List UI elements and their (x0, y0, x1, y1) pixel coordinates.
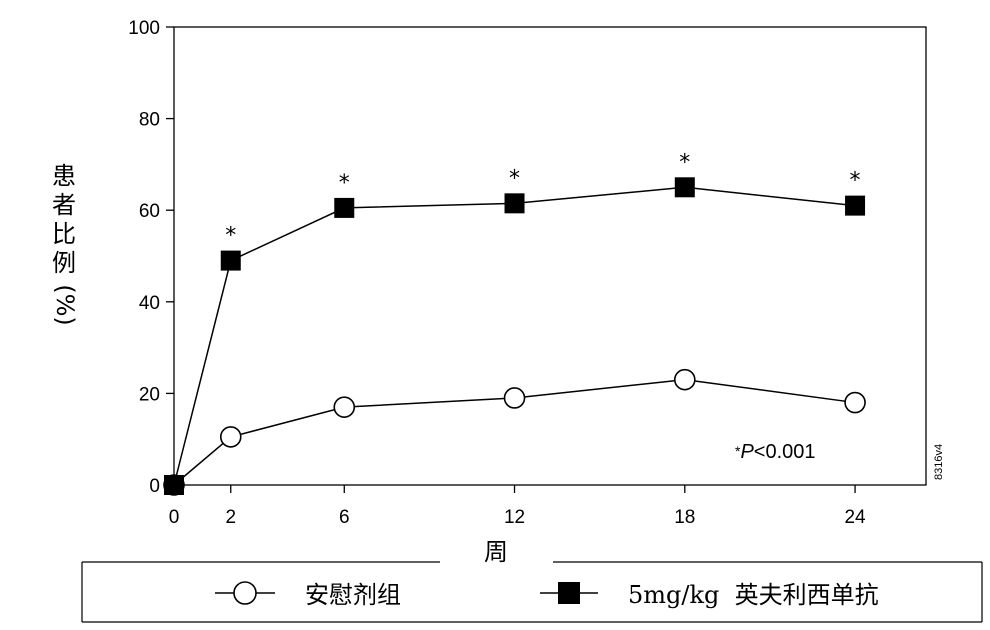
x-tick-label: 24 (844, 507, 866, 528)
placebo-point (673, 368, 696, 391)
series-line-placebo (173, 378, 856, 486)
x-axis-label: 周 (484, 538, 508, 566)
significance-star: * (850, 169, 861, 194)
y-axis-label: 患 者 比 例 (%) (51, 162, 79, 326)
annotation-star: * (735, 443, 741, 459)
infliximab-point (674, 177, 695, 198)
legend-placebo-label: 安慰剂组 (305, 581, 401, 609)
annotation-p: P (740, 441, 754, 463)
y-tick-label: 60 (139, 201, 160, 222)
markers (163, 177, 866, 496)
y-tick-label: 100 (128, 18, 160, 39)
significance-star: * (225, 224, 236, 249)
x-tick-label: 12 (504, 507, 525, 528)
placebo-point (333, 396, 356, 418)
figure-id: 8316v4 (933, 444, 945, 480)
legend-placebo-marker (233, 581, 257, 605)
y-tick-label: 40 (139, 293, 160, 314)
legend-infliximab-marker (558, 582, 580, 604)
y-label-char: 患 (52, 162, 76, 190)
plot-frame (173, 26, 927, 486)
y-tick-label: 0 (149, 476, 160, 497)
significance-star: * (679, 150, 690, 175)
significance-star: * (339, 171, 350, 196)
y-label-char: 例 (52, 249, 76, 277)
placebo-point (219, 426, 242, 448)
x-tick-label: 18 (674, 507, 695, 528)
series-line-infliximab (173, 186, 856, 486)
annotation-rest: <0.001 (754, 441, 816, 463)
y-ticks: 0 20 40 60 80 100 (128, 18, 174, 497)
legend-infliximab-label: 5mg/kg 英夫利西单抗 (628, 581, 879, 609)
infliximab-point (220, 250, 241, 271)
y-label-unit: (%) (51, 284, 79, 326)
x-tick-label: 2 (225, 507, 236, 528)
infliximab-point (334, 197, 355, 218)
y-label-char: 比 (52, 220, 76, 248)
x-tick-label: 0 (169, 507, 180, 528)
infliximab-point (504, 193, 525, 214)
x-tick-label: 6 (339, 507, 350, 528)
y-tick-label: 20 (139, 384, 160, 405)
axes (173, 26, 927, 486)
y-tick-label: 80 (139, 110, 160, 131)
significance-stars: * * * * * (225, 150, 860, 248)
placebo-point (844, 391, 866, 414)
series-lines (173, 186, 856, 486)
legend: 安慰剂组 5mg/kg 英夫利西单抗 (81, 561, 983, 623)
x-ticks: 0 2 6 12 18 24 (169, 485, 866, 528)
infliximab-point (164, 475, 184, 495)
y-label-char: 者 (52, 191, 76, 219)
p-value-annotation: *P<0.001 (735, 441, 816, 463)
infliximab-point (845, 195, 866, 216)
placebo-point (503, 387, 526, 409)
significance-star: * (509, 166, 520, 191)
